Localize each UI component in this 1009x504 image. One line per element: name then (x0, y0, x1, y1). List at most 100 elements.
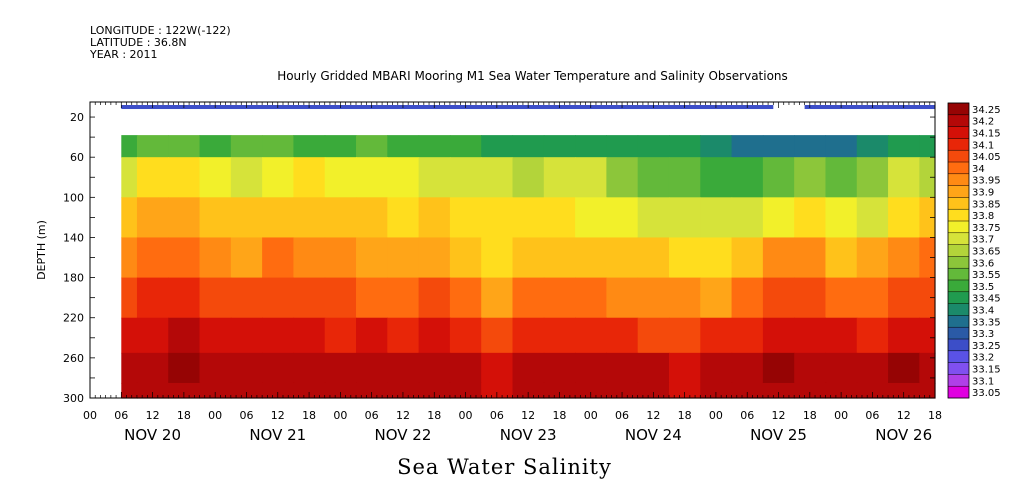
salinity-cell (262, 157, 295, 198)
x-date-label: NOV 21 (249, 426, 306, 444)
x-tick-label: 06 (365, 409, 379, 422)
chart-title: Hourly Gridded MBARI Mooring M1 Sea Wate… (277, 69, 788, 83)
salinity-cell (575, 382, 607, 399)
y-tick-label: 260 (63, 352, 84, 365)
colorbar-swatch (948, 138, 969, 151)
salinity-cell (794, 157, 827, 198)
x-date-label: NOV 24 (625, 426, 682, 444)
salinity-cell (794, 277, 827, 319)
salinity-cell (606, 277, 639, 319)
salinity-cell (856, 277, 889, 319)
salinity-cell (575, 197, 607, 239)
x-tick-label: 06 (490, 409, 504, 422)
colorbar-swatch (948, 303, 969, 316)
salinity-cell (637, 237, 670, 279)
salinity-cell (512, 135, 545, 158)
salinity-cell (481, 317, 514, 354)
salinity-cell (575, 277, 607, 319)
salinity-cell (888, 197, 920, 239)
salinity-cell (731, 157, 764, 198)
colorbar: 33.0533.133.1533.233.2533.333.3533.433.4… (947, 102, 1001, 399)
salinity-cell (700, 352, 733, 384)
salinity-cell (418, 135, 451, 158)
x-tick-label: 18 (302, 409, 316, 422)
salinity-cell (387, 277, 420, 319)
salinity-cell (230, 317, 263, 354)
x-tick-label: 00 (584, 409, 598, 422)
salinity-cell (731, 317, 764, 354)
x-tick-label: 18 (427, 409, 441, 422)
colorbar-swatch (948, 114, 969, 127)
salinity-cell (637, 352, 670, 384)
latitude-label: LATITUDE : 36.8N (90, 36, 187, 49)
salinity-cell (324, 352, 357, 384)
salinity-cell (637, 135, 670, 158)
salinity-cell (543, 382, 576, 399)
salinity-cell (762, 352, 795, 384)
salinity-cell (168, 317, 201, 354)
salinity-cell (481, 277, 514, 319)
salinity-cell (700, 197, 733, 239)
salinity-cell (356, 277, 388, 319)
salinity-cell (324, 197, 357, 239)
salinity-cell (888, 135, 920, 158)
salinity-cell (637, 382, 670, 399)
salinity-cell (668, 352, 701, 384)
salinity-cell (481, 197, 514, 239)
salinity-cell (356, 352, 388, 384)
salinity-cell (637, 317, 670, 354)
salinity-cell (199, 135, 232, 158)
salinity-cell (668, 157, 701, 198)
salinity-cell (418, 197, 451, 239)
salinity-cell (543, 157, 576, 198)
colorbar-swatch (948, 185, 969, 198)
colorbar-swatch (948, 315, 969, 328)
colorbar-swatch (948, 362, 969, 375)
colorbar-swatch (948, 173, 969, 186)
salinity-cell (700, 317, 733, 354)
salinity-cell (324, 277, 357, 319)
salinity-cell (919, 197, 936, 239)
x-tick-label: 00 (333, 409, 347, 422)
salinity-cell (543, 237, 576, 279)
salinity-cell (168, 382, 201, 399)
salinity-cell (230, 352, 263, 384)
salinity-cell (856, 197, 889, 239)
salinity-cell (168, 277, 201, 319)
salinity-cell (888, 317, 920, 354)
salinity-cell (888, 382, 920, 399)
x-tick-label: 00 (709, 409, 723, 422)
salinity-cell (512, 352, 545, 384)
salinity-cell (512, 382, 545, 399)
salinity-cell (512, 197, 545, 239)
colorbar-label: 33.95 (972, 176, 1001, 187)
salinity-cell (919, 277, 936, 319)
x-tick-label: 06 (740, 409, 754, 422)
salinity-cell (731, 237, 764, 279)
salinity-cell (575, 157, 607, 198)
salinity-cell (199, 157, 232, 198)
salinity-cell (575, 352, 607, 384)
salinity-cell (262, 135, 295, 158)
salinity-cell (230, 197, 263, 239)
salinity-cell (262, 277, 295, 319)
salinity-cell (136, 352, 169, 384)
salinity-cell (168, 352, 201, 384)
salinity-cell (888, 237, 920, 279)
salinity-cell (324, 317, 357, 354)
salinity-cell (121, 382, 138, 399)
x-tick-label: 06 (865, 409, 879, 422)
salinity-cell (262, 197, 295, 239)
x-tick-label: 18 (928, 409, 942, 422)
salinity-cell (762, 382, 795, 399)
salinity-cell (262, 352, 295, 384)
salinity-cell (888, 157, 920, 198)
salinity-cell (762, 317, 795, 354)
salinity-cell (762, 197, 795, 239)
salinity-cell (136, 135, 169, 158)
salinity-cell (199, 277, 232, 319)
salinity-cell (387, 382, 420, 399)
colorbar-swatch (948, 162, 969, 175)
salinity-cell (387, 237, 420, 279)
salinity-cell (387, 157, 420, 198)
